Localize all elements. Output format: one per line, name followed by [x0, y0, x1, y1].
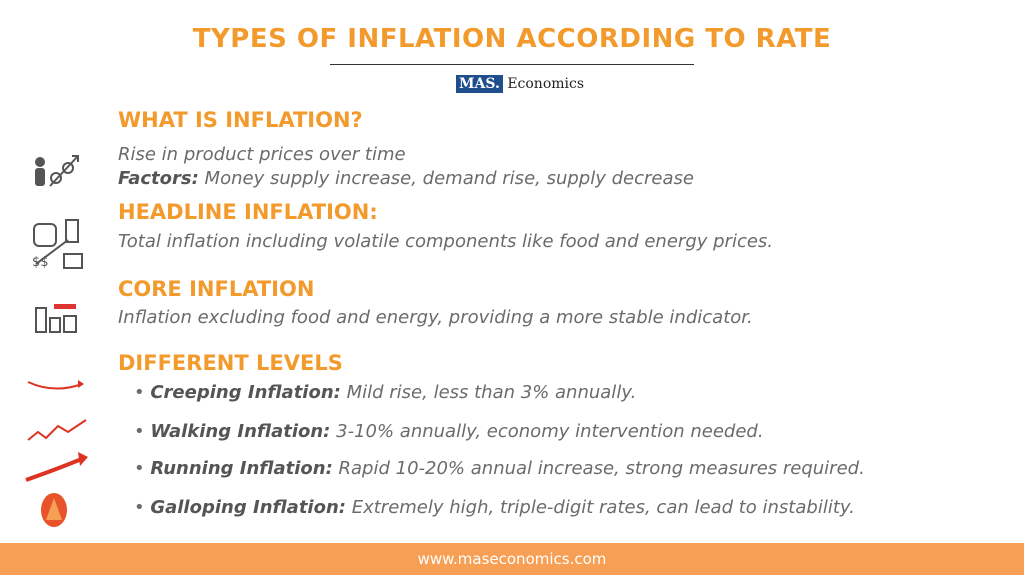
svg-text:$$: $$ [32, 255, 49, 270]
title: TYPES OF INFLATION ACCORDING TO RATE [192, 24, 832, 54]
section-text: Inflation excluding food and energy, pro… [118, 307, 753, 328]
icon-core [35, 304, 77, 333]
footer: www.maseconomics.com [0, 543, 1024, 575]
level-item: • Galloping Inflation: Extremely high, t… [134, 497, 855, 518]
section-text: Total inflation including volatile compo… [118, 231, 774, 252]
level-name: Galloping Inflation: [150, 497, 346, 518]
section-heading: HEADLINE INFLATION: [118, 200, 378, 224]
icon-inflation [35, 155, 79, 187]
logo-mark: MAS. [456, 75, 503, 93]
level-item: • Creeping Inflation: Mild rise, less th… [134, 382, 637, 403]
divider [330, 64, 694, 65]
section-heading: DIFFERENT LEVELS [118, 351, 343, 375]
level-name: Walking Inflation: [150, 421, 331, 442]
detail-text: Money supply increase, demand rise, supp… [204, 168, 694, 189]
level-text: Rapid 10-20% annual increase, strong mea… [338, 458, 865, 479]
detail-label: Factors: [118, 168, 199, 189]
level-text: Extremely high, triple-digit rates, can … [351, 497, 855, 518]
level-name: Running Inflation: [150, 458, 333, 479]
level-text: 3-10% annually, economy intervention nee… [336, 421, 764, 442]
section-heading: WHAT IS INFLATION? [118, 108, 363, 132]
level-item: • Running Inflation: Rapid 10-20% annual… [134, 458, 865, 479]
level-name: Creeping Inflation: [150, 382, 341, 403]
level-item: • Walking Inflation: 3-10% annually, eco… [134, 421, 764, 442]
section-detail: Factors: Money supply increase, demand r… [118, 168, 694, 189]
section-text: Rise in product prices over time [118, 144, 406, 165]
logo: MAS. Economics [456, 75, 585, 93]
icon-levels [25, 380, 88, 527]
level-text: Mild rise, less than 3% annually. [346, 382, 637, 403]
section-heading: CORE INFLATION [118, 277, 315, 301]
logo-text: Economics [507, 76, 585, 92]
icon-headline: $$ [32, 219, 83, 270]
